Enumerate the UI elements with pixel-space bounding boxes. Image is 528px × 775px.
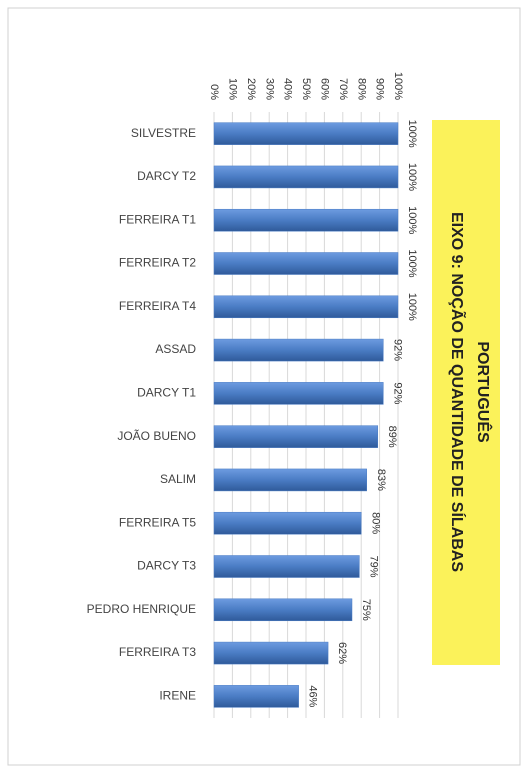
- bar: [213, 425, 379, 448]
- x-tick-label: 100%: [392, 72, 404, 100]
- category-label: IRENE: [159, 689, 196, 703]
- x-tick-label: 10%: [226, 78, 238, 100]
- x-tick-label: 0%: [208, 84, 220, 100]
- bar: [213, 511, 362, 535]
- x-tick-label: 70%: [337, 78, 349, 100]
- category-label: FERREIRA T5: [119, 515, 196, 529]
- chart-subtitle: EIXO 9: NOÇÃO DE QUANTIDADE DE SÍLABAS: [448, 212, 468, 572]
- bar: [213, 555, 360, 578]
- category-label: DARCY T2: [137, 169, 196, 183]
- bar: [213, 122, 399, 145]
- value-label: 100%: [406, 206, 418, 234]
- category-label: FERREIRA T1: [119, 212, 196, 226]
- category-label: DARCY T3: [137, 559, 196, 573]
- value-label: 100%: [406, 163, 418, 191]
- x-tick-label: 40%: [282, 78, 294, 100]
- category-label: PEDRO HENRIQUE: [87, 602, 196, 616]
- bar: [213, 641, 329, 665]
- value-label: 92%: [391, 382, 403, 404]
- value-label: 75%: [360, 599, 372, 621]
- value-label: 79%: [367, 555, 379, 577]
- bar: [213, 165, 399, 189]
- bar: [213, 338, 384, 362]
- x-tick-label: 60%: [318, 78, 330, 100]
- value-label: 100%: [406, 120, 418, 148]
- bar: [213, 685, 299, 708]
- category-label: SILVESTRE: [131, 126, 196, 140]
- category-label: JOÃO BUENO: [117, 429, 196, 443]
- x-tick-label: 30%: [263, 78, 275, 100]
- value-label: 83%: [375, 469, 387, 491]
- bar: [213, 252, 399, 275]
- bar: [213, 295, 399, 319]
- chart-title: PORTUGUÊS: [474, 341, 493, 443]
- bar: [213, 382, 384, 405]
- x-tick-label: 90%: [374, 78, 386, 100]
- value-label: 89%: [386, 426, 398, 448]
- bar: [213, 208, 399, 232]
- value-label: 62%: [336, 642, 348, 664]
- value-label: 46%: [307, 685, 319, 707]
- value-label: 100%: [406, 249, 418, 277]
- x-tick-label: 80%: [355, 78, 367, 100]
- category-label: ASSAD: [155, 342, 196, 356]
- category-label: DARCY T1: [137, 386, 196, 400]
- value-label: 100%: [406, 293, 418, 321]
- category-label: FERREIRA T3: [119, 645, 196, 659]
- x-tick-label: 50%: [300, 78, 312, 100]
- category-label: FERREIRA T4: [119, 299, 196, 313]
- value-label: 80%: [369, 512, 381, 534]
- category-label: FERREIRA T2: [119, 256, 196, 270]
- x-tick-label: 20%: [245, 78, 257, 100]
- value-label: 92%: [391, 339, 403, 361]
- bar: [213, 598, 353, 622]
- category-label: SALIM: [160, 472, 196, 486]
- bar: [213, 468, 367, 492]
- title-box: [432, 120, 500, 665]
